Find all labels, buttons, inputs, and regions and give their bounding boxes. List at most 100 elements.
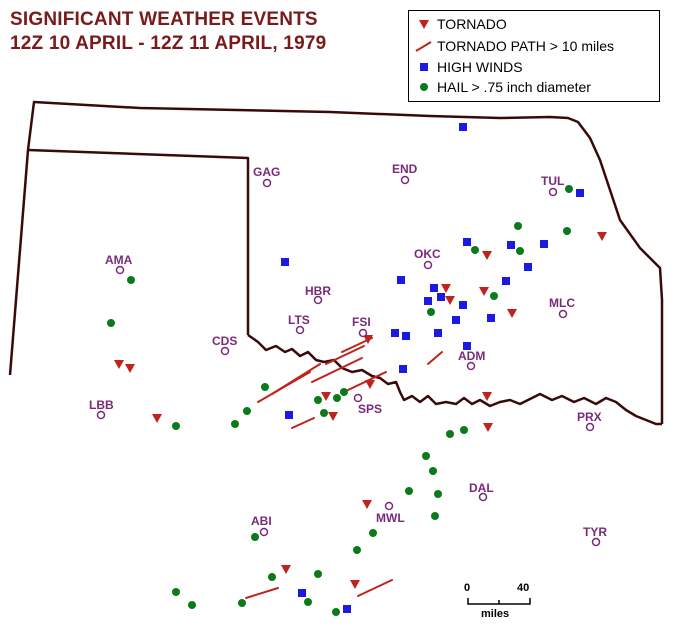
hail-report [314, 396, 322, 404]
tornado-report [114, 360, 124, 369]
city-marker-tul [548, 187, 558, 197]
hail-report [320, 409, 328, 417]
tornado-report [125, 364, 135, 373]
tornado-path-8 [427, 351, 443, 365]
tornado-path-3 [311, 357, 363, 383]
red-river-border [247, 333, 662, 426]
city-label-dal: DAL [469, 481, 494, 495]
tornado-report [363, 335, 373, 344]
tornado-path-9 [245, 587, 279, 599]
city-marker-end [400, 175, 410, 185]
city-marker-tyr [591, 537, 601, 547]
city-marker-dal [478, 492, 488, 502]
city-marker-lts [295, 325, 305, 335]
city-label-end: END [392, 162, 418, 176]
city-label-lts: LTS [288, 313, 310, 327]
hail-report [127, 276, 135, 284]
texas-west-border [8, 149, 30, 376]
high-wind-report [298, 589, 306, 597]
hail-report [231, 420, 239, 428]
tornado-report [507, 309, 517, 318]
hail-report [314, 570, 322, 578]
high-wind-report [397, 276, 405, 284]
city-marker-hbr [313, 295, 323, 305]
tornado-path-line-icon [415, 41, 432, 52]
tornado-triangle-icon [419, 20, 429, 29]
high-wind-report [524, 263, 532, 271]
city-label-prx: PRX [577, 410, 602, 424]
city-label-mlc: MLC [549, 296, 575, 310]
high-wind-report [463, 342, 471, 350]
hail-report [431, 512, 439, 520]
city-label-cds: CDS [212, 334, 237, 348]
city-label-tyr: TYR [583, 525, 607, 539]
tornado-path-7 [291, 417, 315, 429]
hail-reports [107, 185, 573, 616]
city-label-abi: ABI [251, 514, 272, 528]
city-marker-mwl [384, 501, 394, 511]
legend-label-tornado-path: TORNADO PATH > 10 miles [437, 38, 614, 54]
city-marker-sps [353, 393, 363, 403]
city-label-ama: AMA [105, 253, 133, 267]
city-marker-adm [466, 361, 476, 371]
tornado-report [483, 423, 493, 432]
title-line-2: 12Z 10 APRIL - 12Z 11 APRIL, 1979 [10, 33, 327, 54]
scale-label-left: 0 [464, 582, 470, 594]
oklahoma-border [26, 100, 664, 424]
high-wind-report [343, 605, 351, 613]
high-wind-report [540, 240, 548, 248]
tornado-report [321, 392, 331, 401]
city-marker-fsi [358, 328, 368, 338]
hail-report [188, 601, 196, 609]
high-wind-report [281, 258, 289, 266]
hail-report [107, 319, 115, 327]
hail-report [243, 407, 251, 415]
hail-report [514, 222, 522, 230]
hail-report [172, 422, 180, 430]
legend-label-high-winds: HIGH WINDS [437, 59, 523, 75]
high-wind-report [399, 365, 407, 373]
legend-item-high-winds: HIGH WINDS [413, 57, 523, 77]
city-marker-prx [585, 422, 595, 432]
hail-report [172, 588, 180, 596]
tornado-report [482, 251, 492, 260]
tornado-reports [114, 232, 607, 589]
hail-report [261, 383, 269, 391]
tornado-report [281, 565, 291, 574]
hail-report [333, 394, 341, 402]
city-label-okc: OKC [414, 247, 441, 261]
tornado-report [445, 296, 455, 305]
hail-report [251, 533, 259, 541]
city-marker-cds [220, 346, 230, 356]
hail-report [304, 598, 312, 606]
tornado-report [350, 580, 360, 589]
tornado-report [441, 284, 451, 293]
city-markers [96, 175, 601, 547]
panhandle-border [27, 148, 250, 335]
city-marker-lbb [96, 410, 106, 420]
high-wind-report [502, 277, 510, 285]
city-label-mwl: MWL [376, 511, 405, 525]
hail-report [422, 452, 430, 460]
tornado-report [479, 287, 489, 296]
tornado-report [482, 392, 492, 401]
high-wind-report [424, 297, 432, 305]
tornado-report [365, 380, 375, 389]
high-wind-report [402, 332, 410, 340]
tornado-paths [245, 337, 443, 599]
hail-report [460, 426, 468, 434]
hail-dot-icon [420, 83, 428, 91]
hail-report [429, 467, 437, 475]
scale-bar: 0 40 miles [464, 582, 531, 620]
tornado-path-2 [271, 363, 321, 395]
high-wind-report [285, 411, 293, 419]
city-label-gag: GAG [253, 165, 280, 179]
map-title: SIGNIFICANT WEATHER EVENTS 12Z 10 APRIL … [10, 8, 326, 56]
high-wind-report [459, 123, 467, 131]
city-marker-ama [115, 265, 125, 275]
state-borders [8, 100, 664, 426]
high-wind-report [487, 314, 495, 322]
hail-report [471, 246, 479, 254]
high-wind-report [437, 293, 445, 301]
